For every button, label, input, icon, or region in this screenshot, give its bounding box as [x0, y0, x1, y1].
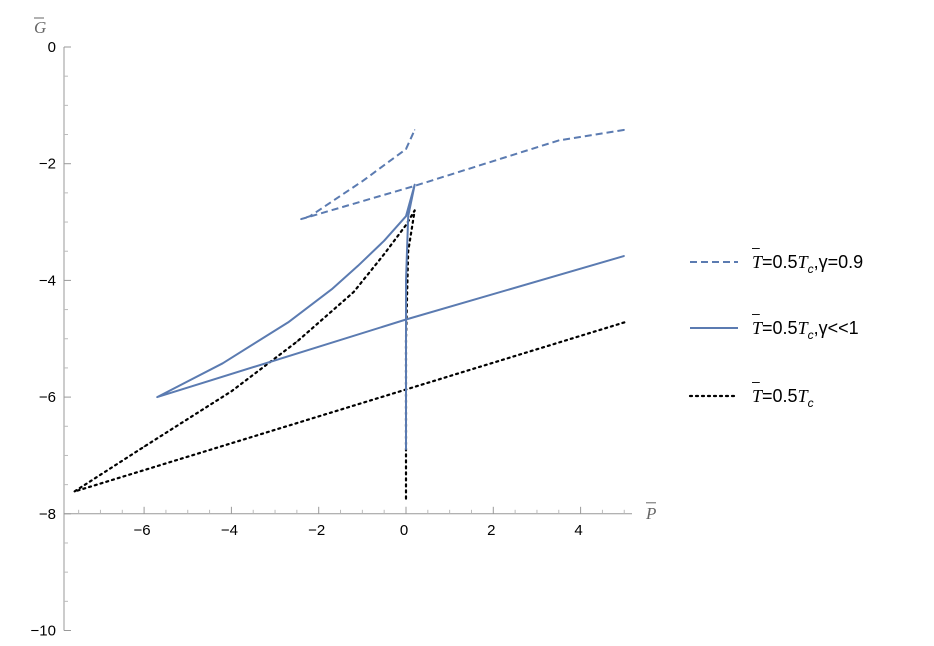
series-dashed: [300, 128, 625, 221]
series-point: [414, 209, 416, 211]
legend-overbar: –: [752, 239, 760, 255]
legend-item: T=0.5Tc–: [688, 373, 814, 410]
series-point: [405, 279, 407, 281]
legend-label-sub: c: [808, 396, 814, 410]
series-point: [156, 396, 158, 398]
y-tick-label: −2: [39, 156, 56, 173]
series-point: [309, 215, 311, 217]
series-point: [383, 240, 385, 242]
series-point: [361, 180, 363, 182]
series-point: [296, 341, 298, 343]
series-point: [405, 215, 407, 217]
series-point: [287, 321, 289, 323]
legend-label-mid: =0.5: [762, 252, 798, 272]
x-tick-label: −6: [134, 522, 151, 539]
series-point: [73, 491, 75, 493]
legend-label-t: T: [798, 318, 810, 338]
legend-label: T=0.5Tc,γ=0.9: [752, 252, 863, 276]
series-solid: [156, 183, 625, 451]
series-layer: [73, 128, 626, 501]
y-tick-label: −8: [39, 506, 56, 523]
series-point: [405, 498, 407, 500]
x-tick-label: 4: [574, 522, 582, 539]
legend: T=0.5Tc,γ=0.9–T=0.5Tc,γ<<1–T=0.5Tc–: [688, 239, 863, 410]
legend-label-t: T: [798, 386, 810, 406]
legend-label-tail: ,γ=0.9: [814, 252, 864, 272]
y-tick-label: −10: [31, 623, 56, 640]
series-point: [407, 215, 409, 217]
series-point: [405, 367, 407, 369]
series-point: [623, 255, 625, 257]
series-point: [414, 185, 416, 187]
x-tick-label: −2: [308, 522, 325, 539]
y-tick-label: −4: [39, 272, 56, 289]
legend-label-sub: c: [808, 262, 814, 276]
legend-label-main: T: [752, 252, 764, 272]
legend-overbar: –: [752, 305, 760, 321]
legend-label-main: T: [752, 318, 764, 338]
x-tick-label: 2: [487, 522, 495, 539]
y-axis-title: G: [34, 18, 46, 37]
legend-label-mid: =0.5: [762, 386, 798, 406]
axes: 0 −2 −4 −6 −8 −10 −6 −4 −2 0 2 4 G P: [31, 17, 656, 640]
series-point: [405, 449, 407, 451]
legend-label-main: T: [752, 386, 764, 406]
series-point: [143, 446, 145, 448]
legend-label: T=0.5Tc: [752, 386, 814, 410]
series-point: [383, 253, 385, 255]
legend-label-t: T: [798, 252, 810, 272]
series-point: [405, 318, 407, 321]
legend-item: T=0.5Tc,γ<<1–: [690, 305, 859, 342]
series-point: [405, 224, 407, 226]
legend-label-tail: ,γ<<1: [814, 318, 859, 338]
series-point: [558, 139, 560, 141]
series-point: [414, 129, 416, 131]
legend-label-mid: =0.5: [762, 318, 798, 338]
series-point: [405, 425, 407, 427]
series-dotted: [73, 209, 626, 501]
x-tick-label: 0: [400, 522, 408, 539]
series-point: [300, 218, 302, 220]
series-point: [331, 288, 333, 290]
series-point: [405, 148, 407, 150]
series-point: [414, 184, 416, 186]
series-point: [353, 291, 355, 293]
series-line-dotted: [73, 209, 626, 501]
y-tick-label: −6: [39, 389, 56, 406]
series-line-dashed: [300, 128, 625, 221]
legend-label: T=0.5Tc,γ<<1: [752, 318, 859, 342]
legend-label-sub: c: [808, 328, 814, 342]
series-point: [623, 129, 625, 131]
series-point: [623, 321, 625, 323]
series-point: [357, 265, 359, 267]
legend-overbar: –: [752, 373, 760, 389]
series-point: [230, 390, 232, 392]
x-axis-title: P: [645, 504, 656, 523]
x-tick-label: −4: [221, 522, 238, 539]
y-tick-label: 0: [48, 39, 56, 56]
legend-item: T=0.5Tc,γ=0.9–: [690, 239, 863, 276]
series-point: [222, 362, 224, 364]
series-line-solid: [156, 183, 625, 450]
